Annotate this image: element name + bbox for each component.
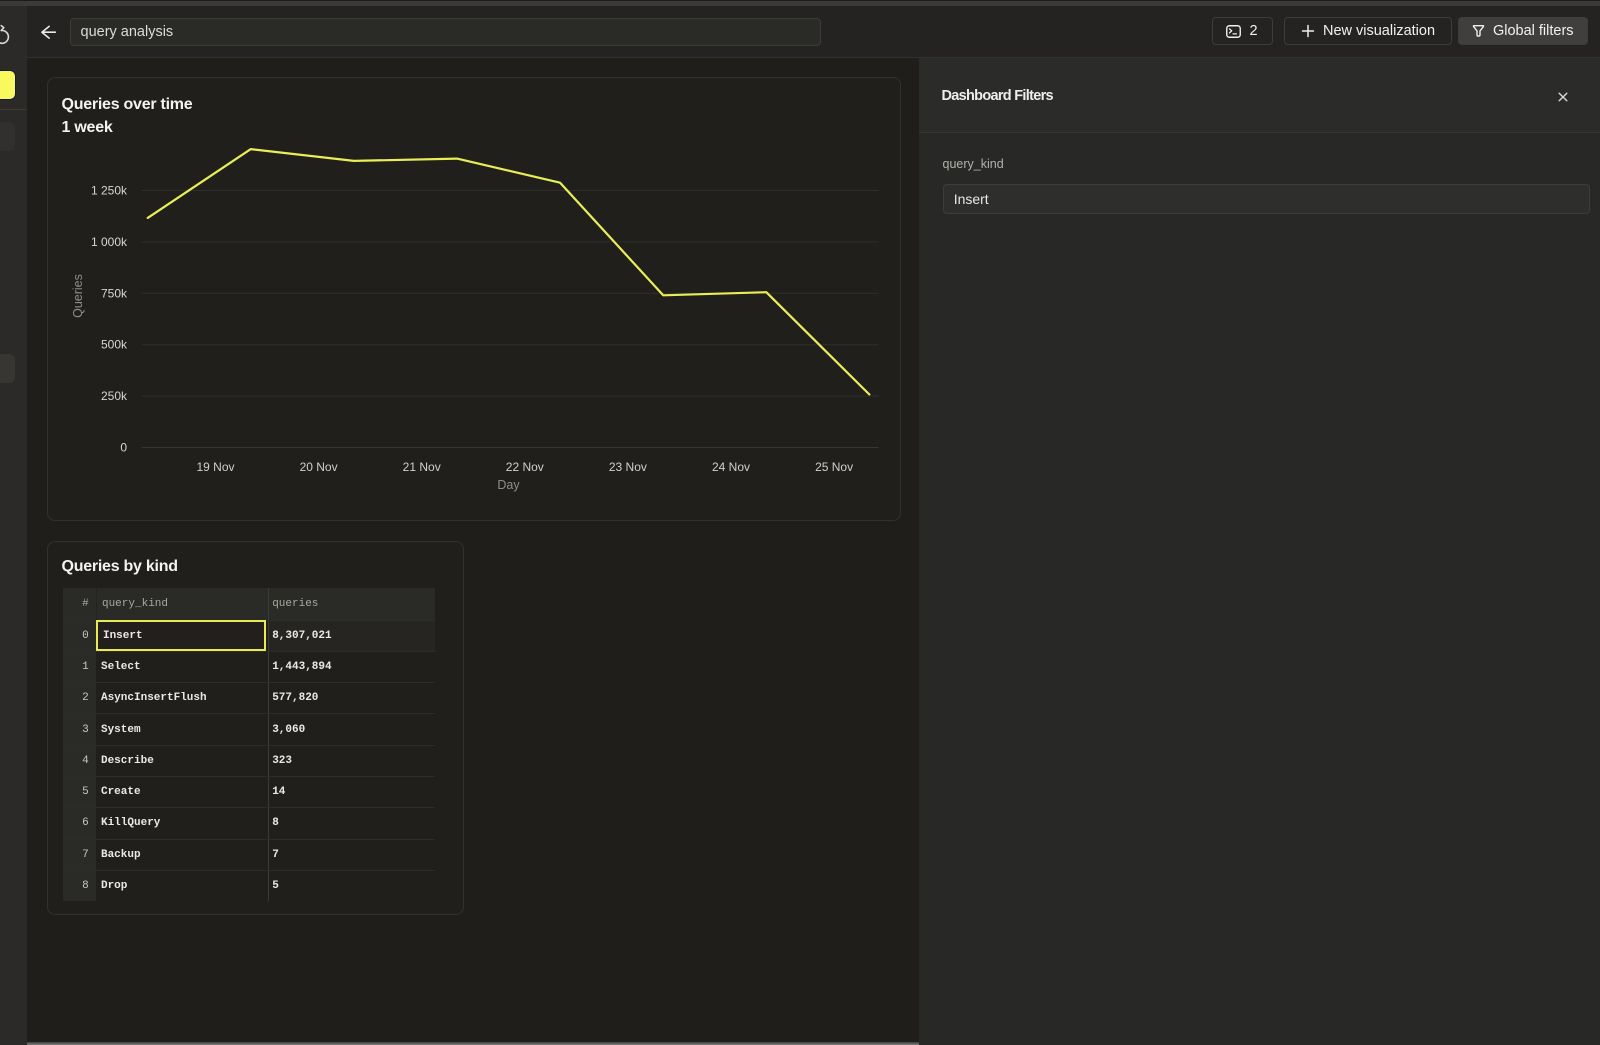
svg-text:24 Nov: 24 Nov (711, 460, 749, 474)
svg-text:750k: 750k (100, 286, 127, 300)
svg-text:500k: 500k (100, 338, 127, 352)
svg-text:25 Nov: 25 Nov (815, 460, 853, 474)
svg-text:1 000k: 1 000k (90, 235, 127, 249)
svg-text:0: 0 (120, 441, 127, 455)
svg-text:250k: 250k (100, 389, 127, 403)
svg-text:Day: Day (497, 478, 520, 492)
svg-text:Queries: Queries (71, 274, 85, 318)
svg-text:19 Nov: 19 Nov (196, 460, 234, 474)
svg-text:1 250k: 1 250k (90, 184, 127, 198)
svg-text:22 Nov: 22 Nov (505, 460, 543, 474)
svg-text:23 Nov: 23 Nov (608, 460, 646, 474)
svg-text:21 Nov: 21 Nov (402, 460, 440, 474)
svg-text:20 Nov: 20 Nov (299, 460, 337, 474)
